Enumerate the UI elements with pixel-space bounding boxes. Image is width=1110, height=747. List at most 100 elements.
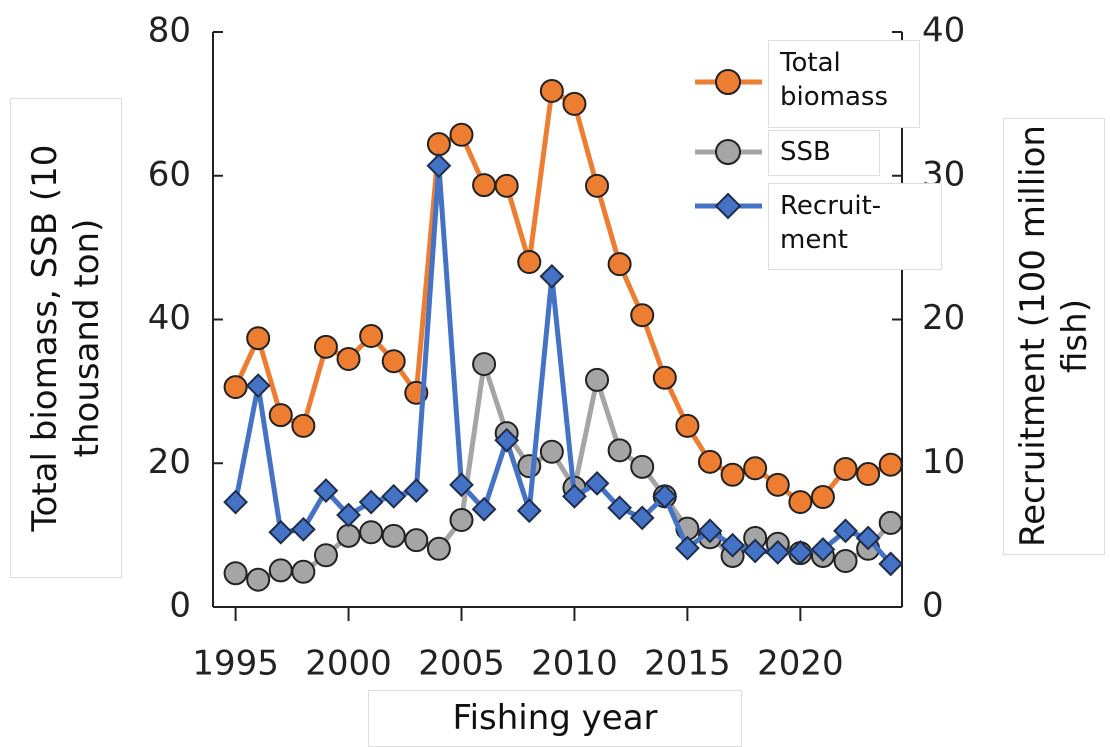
data-point xyxy=(629,505,655,531)
y-tick-label: 0 xyxy=(169,586,191,626)
data-point xyxy=(313,543,338,568)
legend-marker xyxy=(714,192,742,220)
legend-box xyxy=(768,130,880,176)
data-point xyxy=(787,539,813,565)
data-point xyxy=(810,485,835,510)
data-point xyxy=(562,91,587,116)
data-point xyxy=(290,516,316,542)
data-point xyxy=(765,539,791,565)
y-axis-label: Total biomass, SSB (10 thousand ton) xyxy=(25,144,107,532)
data-point xyxy=(788,490,813,515)
legend-box xyxy=(768,40,920,128)
data-point xyxy=(539,439,564,464)
data-point xyxy=(246,567,271,592)
data-point xyxy=(810,537,836,562)
data-point xyxy=(652,483,678,509)
data-point xyxy=(720,462,745,487)
legend-marker xyxy=(715,139,741,165)
x-label-box xyxy=(368,690,742,747)
data-point xyxy=(449,472,474,498)
data-point xyxy=(426,153,452,179)
data-point xyxy=(245,373,271,399)
data-point xyxy=(291,413,316,438)
data-point xyxy=(630,303,655,328)
data-point xyxy=(517,454,542,479)
legend-marker xyxy=(715,69,741,95)
legend-label: Total biomass xyxy=(780,48,888,112)
data-point xyxy=(855,525,881,551)
data-point xyxy=(607,495,633,521)
data-point xyxy=(494,427,520,453)
data-point xyxy=(404,528,429,553)
data-point xyxy=(449,508,474,533)
data-point xyxy=(403,478,429,503)
data-point xyxy=(426,536,451,561)
x-axis-label: Fishing year xyxy=(452,698,658,738)
data-point xyxy=(449,122,474,147)
data-point xyxy=(381,483,407,509)
data-point xyxy=(607,252,632,277)
data-point xyxy=(742,538,768,564)
data-point xyxy=(878,452,903,477)
data-point xyxy=(720,532,745,558)
y2-tick-label: 0 xyxy=(922,586,944,626)
y2-axis-label: Recruitment (100 million fish) xyxy=(1013,125,1095,547)
data-point xyxy=(336,502,361,528)
data-point xyxy=(856,462,881,487)
y2-tick-label: 20 xyxy=(922,298,965,338)
data-point xyxy=(313,478,339,503)
data-point xyxy=(223,489,249,515)
data-point xyxy=(313,334,338,359)
data-point xyxy=(585,367,610,392)
data-point xyxy=(878,510,903,535)
data-point xyxy=(291,559,316,584)
data-point xyxy=(697,449,722,474)
data-point xyxy=(743,456,768,481)
y2-label-box xyxy=(1003,118,1105,555)
data-point xyxy=(472,173,497,198)
data-point xyxy=(494,173,519,198)
data-point xyxy=(630,454,655,479)
data-point xyxy=(223,375,248,400)
data-point xyxy=(268,519,294,545)
data-point xyxy=(585,173,610,198)
data-point xyxy=(223,561,248,586)
data-point xyxy=(652,365,677,390)
legend-label: Recruit-ment xyxy=(780,191,882,255)
data-point xyxy=(675,413,700,438)
data-point xyxy=(381,349,406,374)
data-point xyxy=(517,250,542,274)
data-point xyxy=(516,498,542,524)
x-tick-label: 2000 xyxy=(305,644,392,684)
data-point xyxy=(336,347,361,372)
y-tick-label: 60 xyxy=(148,154,191,194)
data-point xyxy=(697,518,723,544)
data-point xyxy=(471,496,497,522)
data-point xyxy=(765,472,790,497)
y-label-box xyxy=(10,98,122,578)
data-point xyxy=(674,535,700,561)
data-point xyxy=(426,132,451,157)
y-tick-label: 80 xyxy=(148,11,191,51)
data-point xyxy=(539,78,564,103)
data-point xyxy=(607,438,632,463)
data-point xyxy=(358,489,384,515)
x-tick-label: 2015 xyxy=(644,644,731,684)
data-point xyxy=(539,263,565,289)
data-point xyxy=(878,551,904,577)
data-point xyxy=(472,352,497,377)
data-point xyxy=(833,457,858,481)
legend-label: SSB xyxy=(780,137,831,167)
y-tick-label: 20 xyxy=(148,442,191,482)
data-point xyxy=(562,483,587,509)
y2-tick-label: 40 xyxy=(922,11,965,51)
data-point xyxy=(359,324,384,349)
data-point xyxy=(381,523,406,548)
data-point xyxy=(833,549,858,573)
data-point xyxy=(268,403,293,428)
x-tick-label: 1995 xyxy=(192,644,279,684)
data-point xyxy=(268,558,293,583)
data-point xyxy=(336,523,361,548)
legend-box xyxy=(768,183,942,270)
